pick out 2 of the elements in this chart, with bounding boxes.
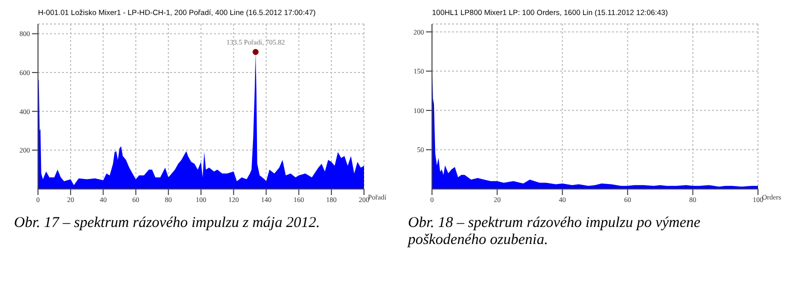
text: Obr. 18 – spektrum rázového impulzu po výmene poškodeného ozubenia. xyxy=(406,215,702,249)
text: Obr. 17 – spektrum rázového impulzu z mája 2012. xyxy=(13,215,321,232)
